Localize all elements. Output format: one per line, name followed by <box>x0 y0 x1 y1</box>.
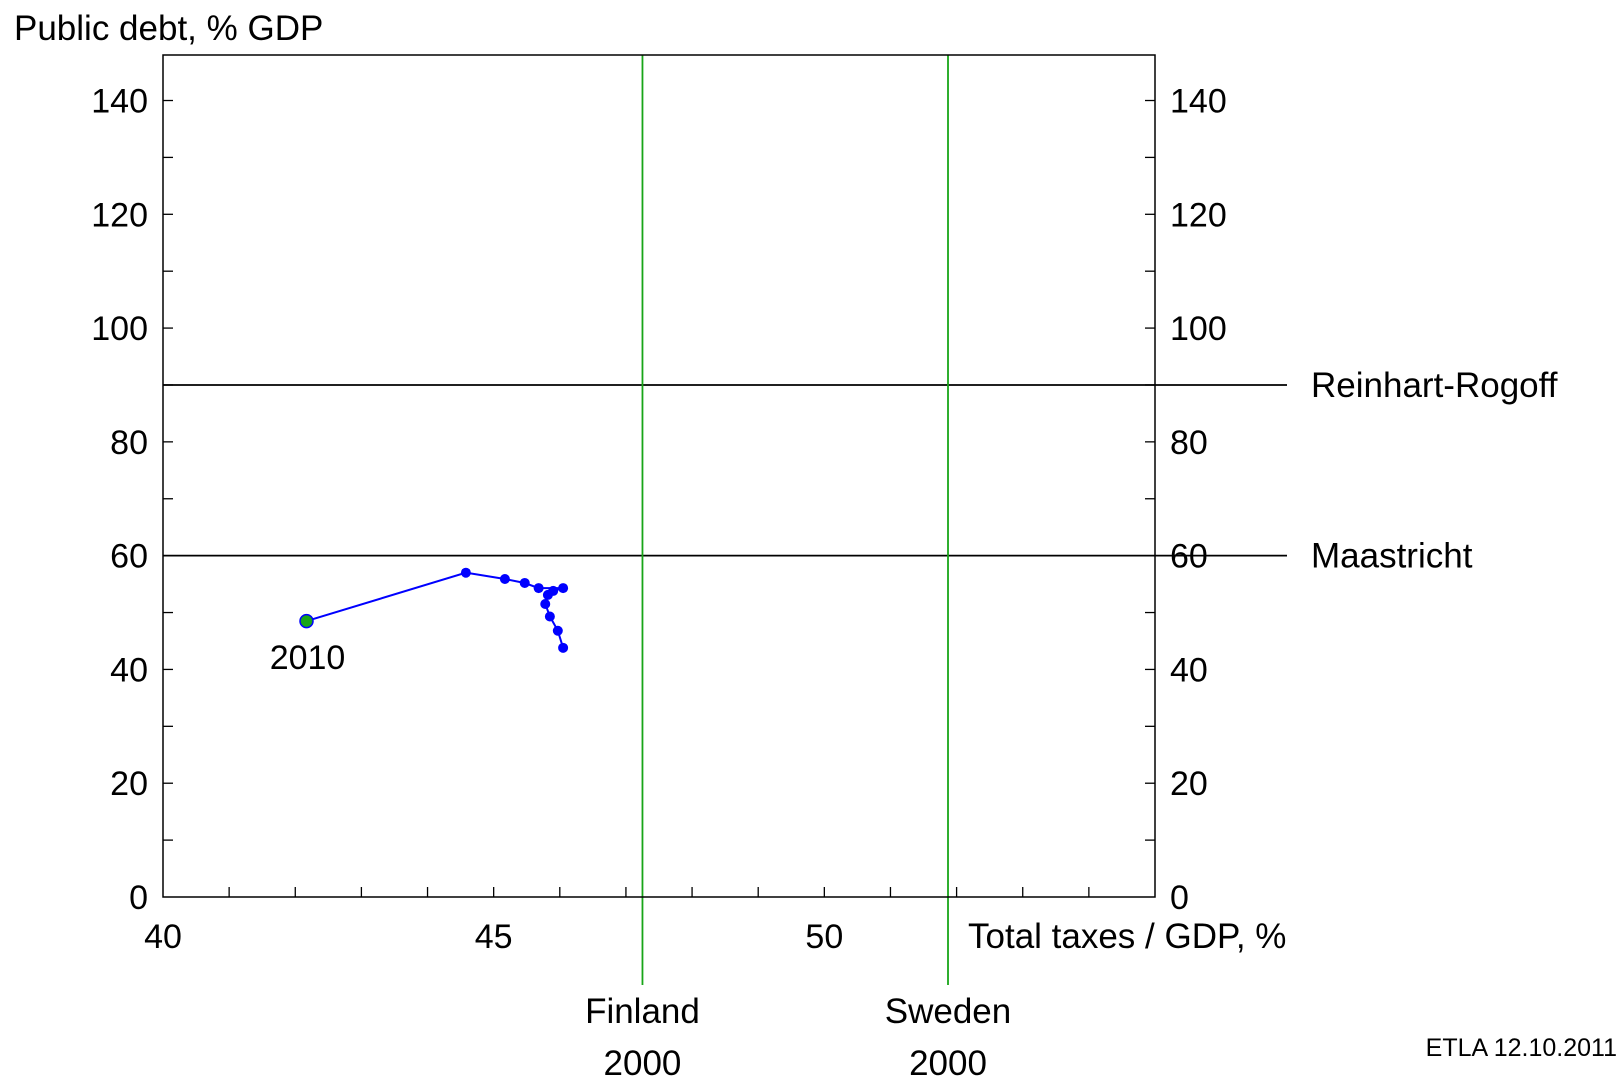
y-tick-label-right: 0 <box>1170 879 1189 917</box>
reference-line-label: Reinhart-Rogoff <box>1311 366 1558 405</box>
x-axis-title: Total taxes / GDP, % <box>968 917 1286 956</box>
x-tick-label: 50 <box>805 918 843 956</box>
data-point <box>533 583 544 594</box>
data-point <box>460 567 471 578</box>
y-tick-label-right: 140 <box>1170 83 1227 121</box>
data-point <box>519 577 530 588</box>
plot-frame <box>162 54 1156 898</box>
reference-line-label: Maastricht <box>1311 537 1473 576</box>
reference-lines: Reinhart-Rogoff Maastricht Finland 2000 Swed… <box>163 55 1558 1080</box>
data-point <box>544 611 555 622</box>
y-tick-label-right: 100 <box>1170 310 1227 348</box>
y-tick-label-right: 40 <box>1170 651 1208 689</box>
y-tick-label-left: 0 <box>129 879 148 917</box>
y-tick-label-right: 120 <box>1170 196 1227 234</box>
data-point <box>499 573 510 584</box>
data-point <box>558 583 569 594</box>
y-tick-label-left: 20 <box>110 765 148 803</box>
data-series: 2010 <box>270 567 569 677</box>
y-tick-label-right: 20 <box>1170 765 1208 803</box>
reference-line-label: Sweden <box>885 992 1011 1031</box>
y-tick-label-left: 60 <box>110 538 148 576</box>
axis-tick-labels: 40 45 50 0 0 20 20 40 40 60 60 80 80 100 100 120 120 140 1… <box>91 83 1226 956</box>
data-point <box>540 599 551 610</box>
x-tick-label: 45 <box>475 918 513 956</box>
y-tick-label-left: 140 <box>91 83 148 121</box>
y-tick-label-right: 60 <box>1170 538 1208 576</box>
y-tick-label-left: 40 <box>110 651 148 689</box>
y-tick-label-left: 100 <box>91 310 148 348</box>
data-point <box>558 642 569 653</box>
y-axis-title: Public debt, % GDP <box>14 9 323 48</box>
reference-line-year: 2000 <box>909 1044 987 1080</box>
reference-line-year: 2000 <box>604 1044 682 1080</box>
reference-line-label: Finland <box>585 992 700 1031</box>
footer-credit: ETLA 12.10.2011 <box>1426 1034 1617 1062</box>
highlight-label: 2010 <box>270 639 346 677</box>
y-tick-label-left: 80 <box>110 424 148 462</box>
y-tick-label-left: 120 <box>91 196 148 234</box>
y-tick-label-right: 80 <box>1170 424 1208 462</box>
axis-ticks <box>163 99 1155 897</box>
x-tick-label: 40 <box>144 918 182 956</box>
data-point <box>552 625 563 636</box>
data-point <box>548 585 559 596</box>
highlight-point <box>299 613 314 629</box>
